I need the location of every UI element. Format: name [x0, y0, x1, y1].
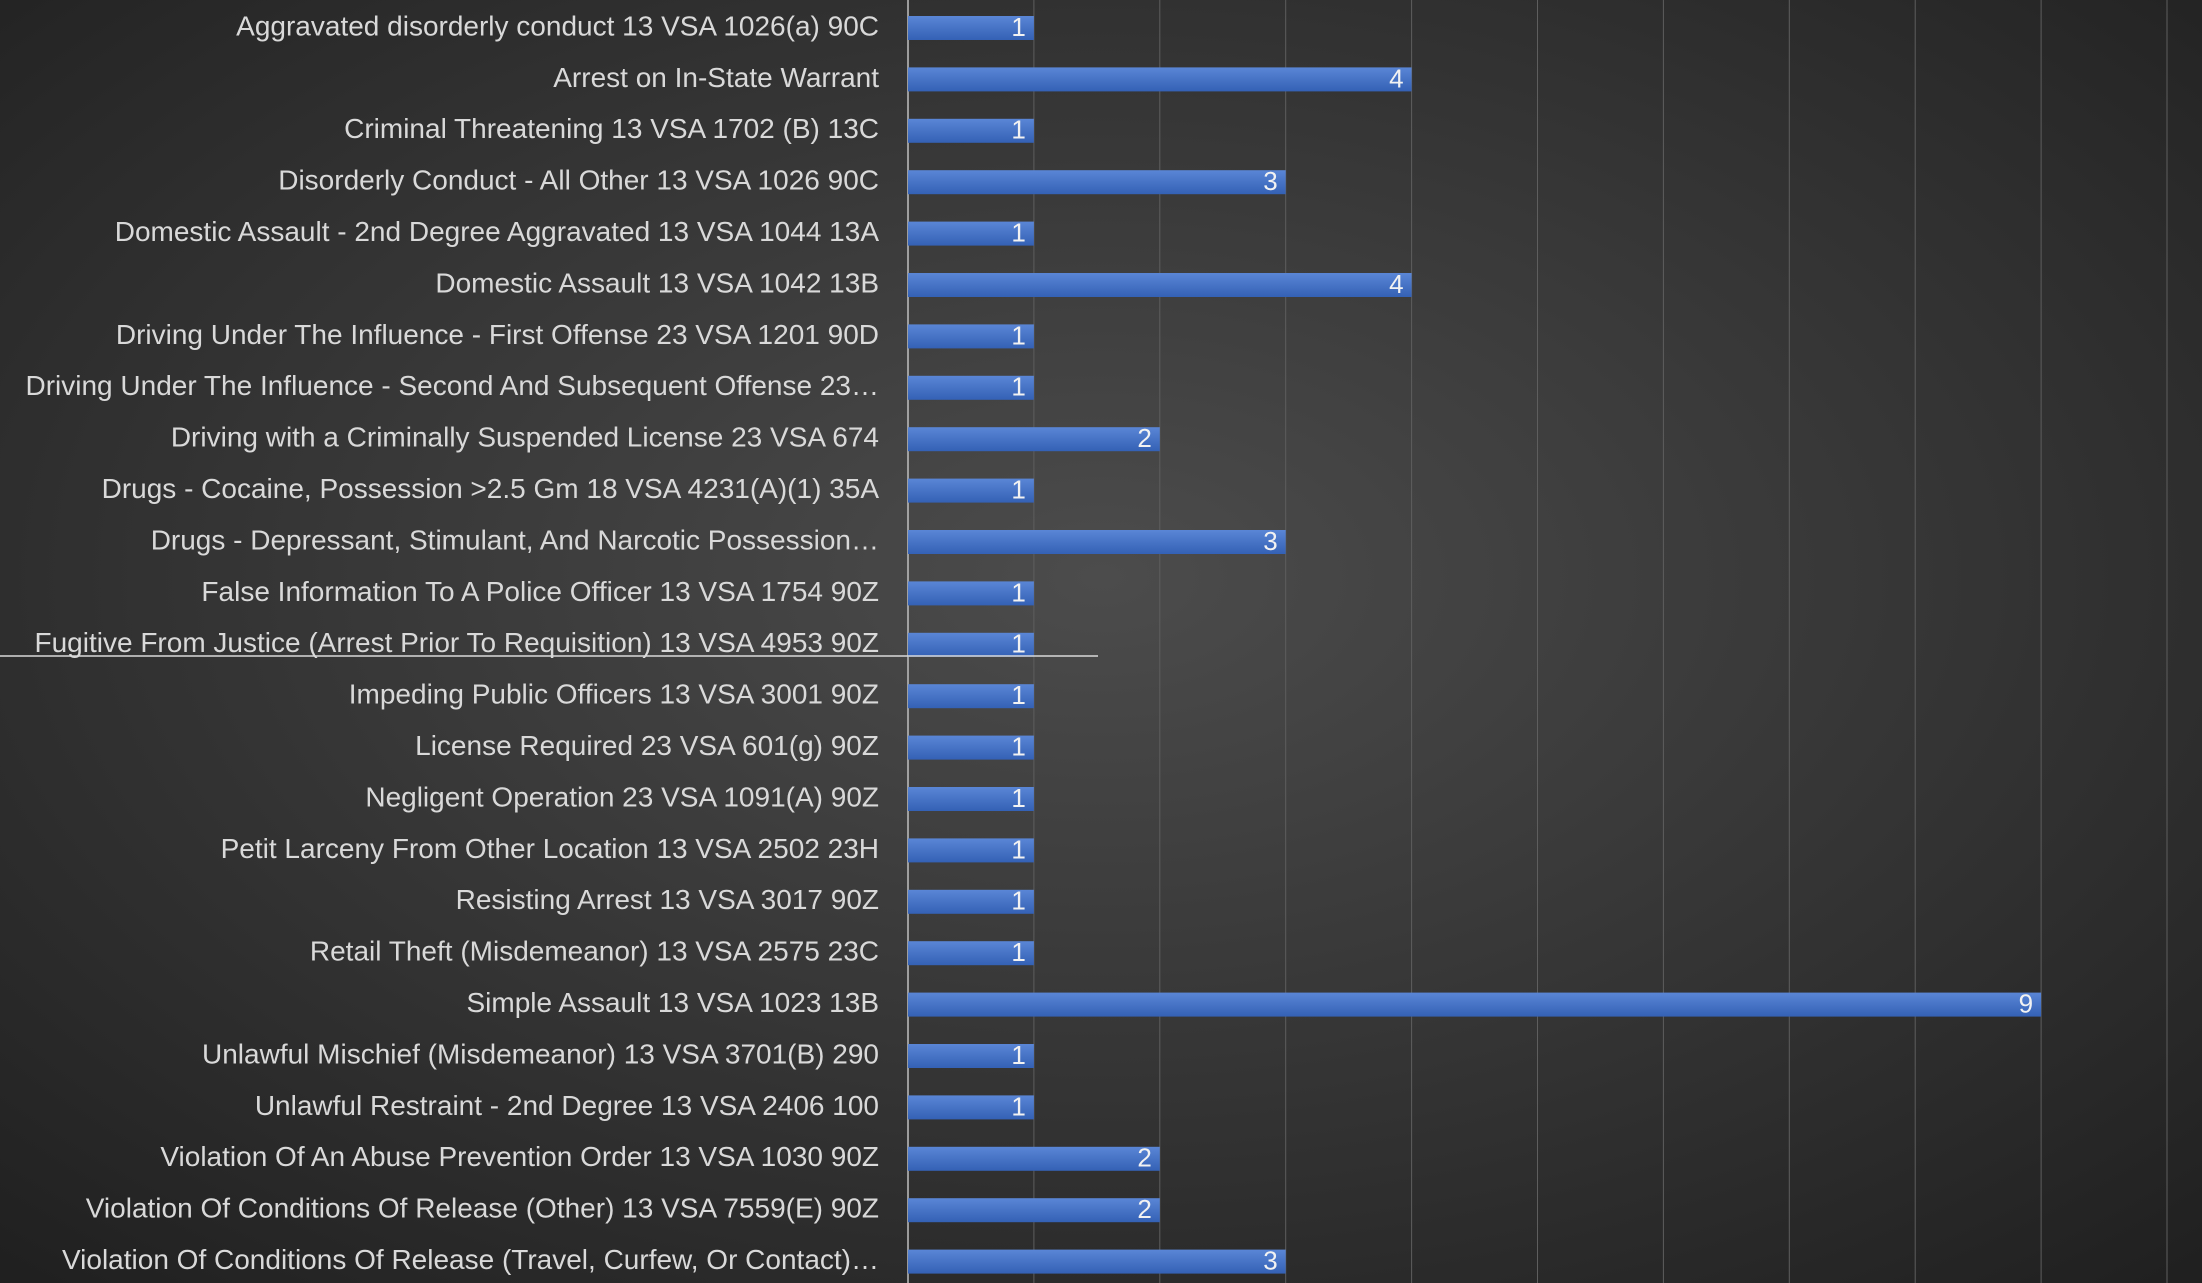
- category-label: Driving Under The Influence - First Offe…: [116, 319, 879, 350]
- bar: [908, 1249, 1286, 1274]
- category-label: Unlawful Restraint - 2nd Degree 13 VSA 2…: [255, 1090, 879, 1121]
- bar: [908, 478, 1034, 503]
- category-label: False Information To A Police Officer 13…: [201, 576, 879, 607]
- value-label: 1: [1011, 680, 1025, 710]
- category-label: Domestic Assault 13 VSA 1042 13B: [435, 267, 879, 298]
- category-label: Resisting Arrest 13 VSA 3017 90Z: [456, 884, 879, 915]
- bar: [908, 1198, 1160, 1223]
- category-label: Violation Of Conditions Of Release (Trav…: [62, 1244, 879, 1275]
- bar: [908, 941, 1034, 966]
- category-label: Arrest on In-State Warrant: [553, 62, 879, 93]
- bars: Aggravated disorderly conduct 13 VSA 102…: [25, 10, 2042, 1275]
- bar: [908, 1044, 1034, 1068]
- value-label: 2: [1137, 1143, 1151, 1173]
- bar: [908, 273, 1412, 297]
- bar: [908, 1146, 1160, 1171]
- value-label: 1: [1011, 1040, 1025, 1070]
- bar: [908, 735, 1034, 760]
- value-label: 1: [1011, 1091, 1025, 1121]
- value-label: 2: [1137, 423, 1151, 453]
- category-label: Impeding Public Officers 13 VSA 3001 90Z: [349, 679, 879, 710]
- category-label: Simple Assault 13 VSA 1023 13B: [467, 987, 880, 1018]
- value-label: 3: [1263, 526, 1277, 556]
- category-label: Disorderly Conduct - All Other 13 VSA 10…: [278, 165, 879, 196]
- value-label: 1: [1011, 834, 1025, 864]
- category-label: Negligent Operation 23 VSA 1091(A) 90Z: [365, 781, 879, 812]
- value-label: 1: [1011, 731, 1025, 761]
- bar: [908, 632, 1034, 657]
- category-label: Unlawful Mischief (Misdemeanor) 13 VSA 3…: [202, 1038, 879, 1069]
- category-label: License Required 23 VSA 601(g) 90Z: [415, 730, 879, 761]
- value-label: 1: [1011, 115, 1025, 145]
- value-label: 1: [1011, 474, 1025, 504]
- value-label: 3: [1263, 166, 1277, 196]
- bar: [908, 684, 1034, 709]
- category-label: Fugitive From Justice (Arrest Prior To R…: [35, 627, 880, 658]
- category-label: Aggravated disorderly conduct 13 VSA 102…: [236, 10, 879, 41]
- bar: [908, 427, 1160, 452]
- category-label: Domestic Assault - 2nd Degree Aggravated…: [115, 216, 880, 247]
- category-label: Retail Theft (Misdemeanor) 13 VSA 2575 2…: [310, 936, 879, 967]
- value-label: 1: [1011, 783, 1025, 813]
- category-label: Drugs - Cocaine, Possession >2.5 Gm 18 V…: [102, 473, 880, 504]
- bar: [908, 889, 1034, 914]
- category-label: Petit Larceny From Other Location 13 VSA…: [221, 833, 879, 864]
- category-label: Drugs - Depressant, Stimulant, And Narco…: [151, 524, 879, 555]
- value-label: 1: [1011, 217, 1025, 247]
- bar: [908, 118, 1034, 143]
- bar: [908, 375, 1034, 400]
- bar: [908, 530, 1286, 554]
- value-label: 1: [1011, 886, 1025, 916]
- bar: [908, 992, 2042, 1017]
- value-label: 1: [1011, 629, 1025, 659]
- category-label: Violation Of An Abuse Prevention Order 1…: [160, 1141, 879, 1172]
- value-label: 3: [1263, 1245, 1277, 1275]
- category-label: Criminal Threatening 13 VSA 1702 (B) 13C: [344, 113, 879, 144]
- value-label: 2: [1137, 1194, 1151, 1224]
- bar: [908, 581, 1034, 606]
- bar: [908, 1095, 1034, 1120]
- category-label: Driving with a Criminally Suspended Lice…: [171, 422, 879, 453]
- bar: [908, 221, 1034, 246]
- bar: [908, 787, 1034, 811]
- value-label: 9: [2019, 988, 2033, 1018]
- bar: [908, 16, 1034, 40]
- category-label: Driving Under The Influence - Second And…: [25, 370, 879, 401]
- bar: [908, 838, 1034, 863]
- value-label: 4: [1389, 63, 1403, 93]
- value-label: 4: [1389, 269, 1403, 299]
- value-label: 1: [1011, 320, 1025, 350]
- bar: [908, 324, 1034, 349]
- bar: [908, 170, 1286, 195]
- bar: [908, 67, 1412, 92]
- category-label: Violation Of Conditions Of Release (Othe…: [86, 1193, 879, 1224]
- value-label: 1: [1011, 12, 1025, 42]
- value-label: 1: [1011, 577, 1025, 607]
- value-label: 1: [1011, 937, 1025, 967]
- value-label: 1: [1011, 372, 1025, 402]
